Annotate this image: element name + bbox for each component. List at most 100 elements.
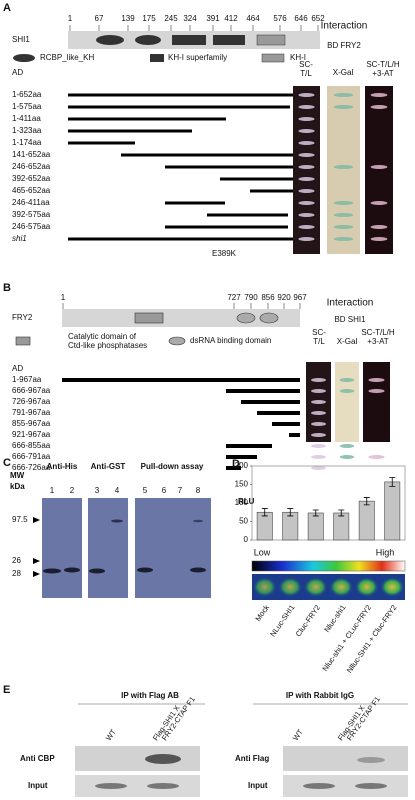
colony (333, 165, 354, 169)
column-label: +3-AT (372, 69, 394, 78)
row-label: Input (28, 781, 48, 790)
error-bar (389, 477, 396, 487)
band (89, 568, 105, 574)
colony (298, 117, 315, 121)
construct-bar (272, 422, 300, 426)
ip-group: IP with Rabbit IgG (286, 691, 354, 700)
construct-label: 1-967aa (12, 375, 42, 384)
colony (370, 201, 388, 205)
y-tick-label: 100 (235, 498, 249, 507)
domain-kh (96, 35, 124, 45)
bar (307, 512, 324, 541)
scale-low: Low (254, 547, 271, 557)
blot (283, 775, 408, 797)
legend-label: Ctd-like phosphatases (68, 341, 147, 350)
blot-header: Anti-His (47, 462, 78, 471)
colony (333, 213, 354, 217)
band (64, 567, 80, 573)
ad-label: AD (12, 364, 23, 373)
lane-number: 3 (95, 486, 100, 495)
band (95, 783, 127, 789)
marker-arrow (33, 517, 40, 523)
y-tick-label: 50 (239, 517, 248, 526)
blot (42, 498, 82, 598)
colony (298, 201, 315, 205)
colony (370, 237, 388, 241)
luc-spot (252, 577, 277, 597)
colony (370, 105, 388, 109)
luc-spot (329, 577, 354, 597)
colony (311, 378, 326, 382)
band (193, 519, 203, 523)
legend-kh (13, 54, 35, 62)
colony (339, 455, 355, 459)
protein-bar (62, 309, 300, 327)
colony (339, 444, 355, 448)
y-axis-title: RLU (238, 497, 255, 506)
colony (370, 225, 388, 229)
bar (256, 511, 273, 541)
lane-number: 8 (196, 486, 201, 495)
construct-bar (165, 165, 318, 169)
column-label: X-Gal (337, 337, 358, 346)
domain-ctd (134, 312, 164, 324)
construct-label: 855-967aa (12, 419, 51, 428)
construct-label: 246-652aa (12, 162, 51, 171)
construct-label: 1-575aa (12, 102, 42, 111)
heat-scale (251, 560, 406, 572)
colony (339, 389, 355, 393)
domain-kh (135, 35, 161, 45)
scale-label: 790 (244, 293, 258, 302)
interaction-title: Interaction (321, 21, 368, 32)
construct-label: 465-652aa (12, 186, 51, 195)
construct-bar (226, 455, 257, 459)
blot (75, 775, 200, 797)
domain-khi (256, 34, 286, 46)
y-tick-label: 150 (235, 480, 249, 489)
legend-label: Catalytic domain of (68, 332, 137, 341)
panel-letter: D (232, 458, 240, 470)
scale-label: 412 (224, 14, 238, 23)
colony (298, 165, 315, 169)
construct-label: 392-652aa (12, 174, 51, 183)
scale-label: 67 (95, 14, 104, 23)
construct-label: 1-411aa (12, 114, 41, 123)
x-tick-label: Nluc-shi1 (322, 603, 347, 634)
construct-label: 666-726aa (12, 463, 51, 472)
scale-label: 920 (277, 293, 291, 302)
row-label: Anti CBP (20, 754, 55, 763)
mw-marker: 26 (12, 556, 21, 565)
legend-label: KH-I (290, 53, 306, 62)
interaction-title: Interaction (327, 298, 374, 309)
lane-number: 5 (143, 486, 148, 495)
blot (283, 746, 408, 771)
error-bar (287, 508, 294, 517)
column-label: X-Gal (333, 68, 354, 77)
colony (311, 411, 326, 415)
scale-label: 175 (142, 14, 156, 23)
scale-label: 324 (183, 14, 197, 23)
construct-label: 246-575aa (12, 222, 51, 231)
construct-bar (68, 237, 318, 241)
construct-bar (62, 378, 300, 382)
band (355, 783, 387, 789)
blot-header: Anti-GST (91, 462, 126, 471)
scale-label: 139 (121, 14, 135, 23)
construct-bar (257, 411, 300, 415)
sample-label: WT (104, 727, 118, 742)
colony (370, 165, 388, 169)
construct-label: 666-967aa (12, 386, 51, 395)
legend-label: KH-I superfamily (168, 53, 227, 62)
scale-label: 727 (227, 293, 241, 302)
column-label: T/L (313, 337, 325, 346)
luc-plate (252, 574, 405, 600)
construct-label: 1-174aa (12, 138, 42, 147)
lane-number: 4 (115, 486, 120, 495)
column-label: T/L (300, 69, 312, 78)
colony (333, 105, 354, 109)
bar (358, 500, 375, 541)
construct-bar (68, 117, 226, 121)
protein-name: SHI1 (12, 35, 30, 44)
row-label: Anti Flag (235, 754, 269, 763)
luc-spot (354, 577, 379, 597)
